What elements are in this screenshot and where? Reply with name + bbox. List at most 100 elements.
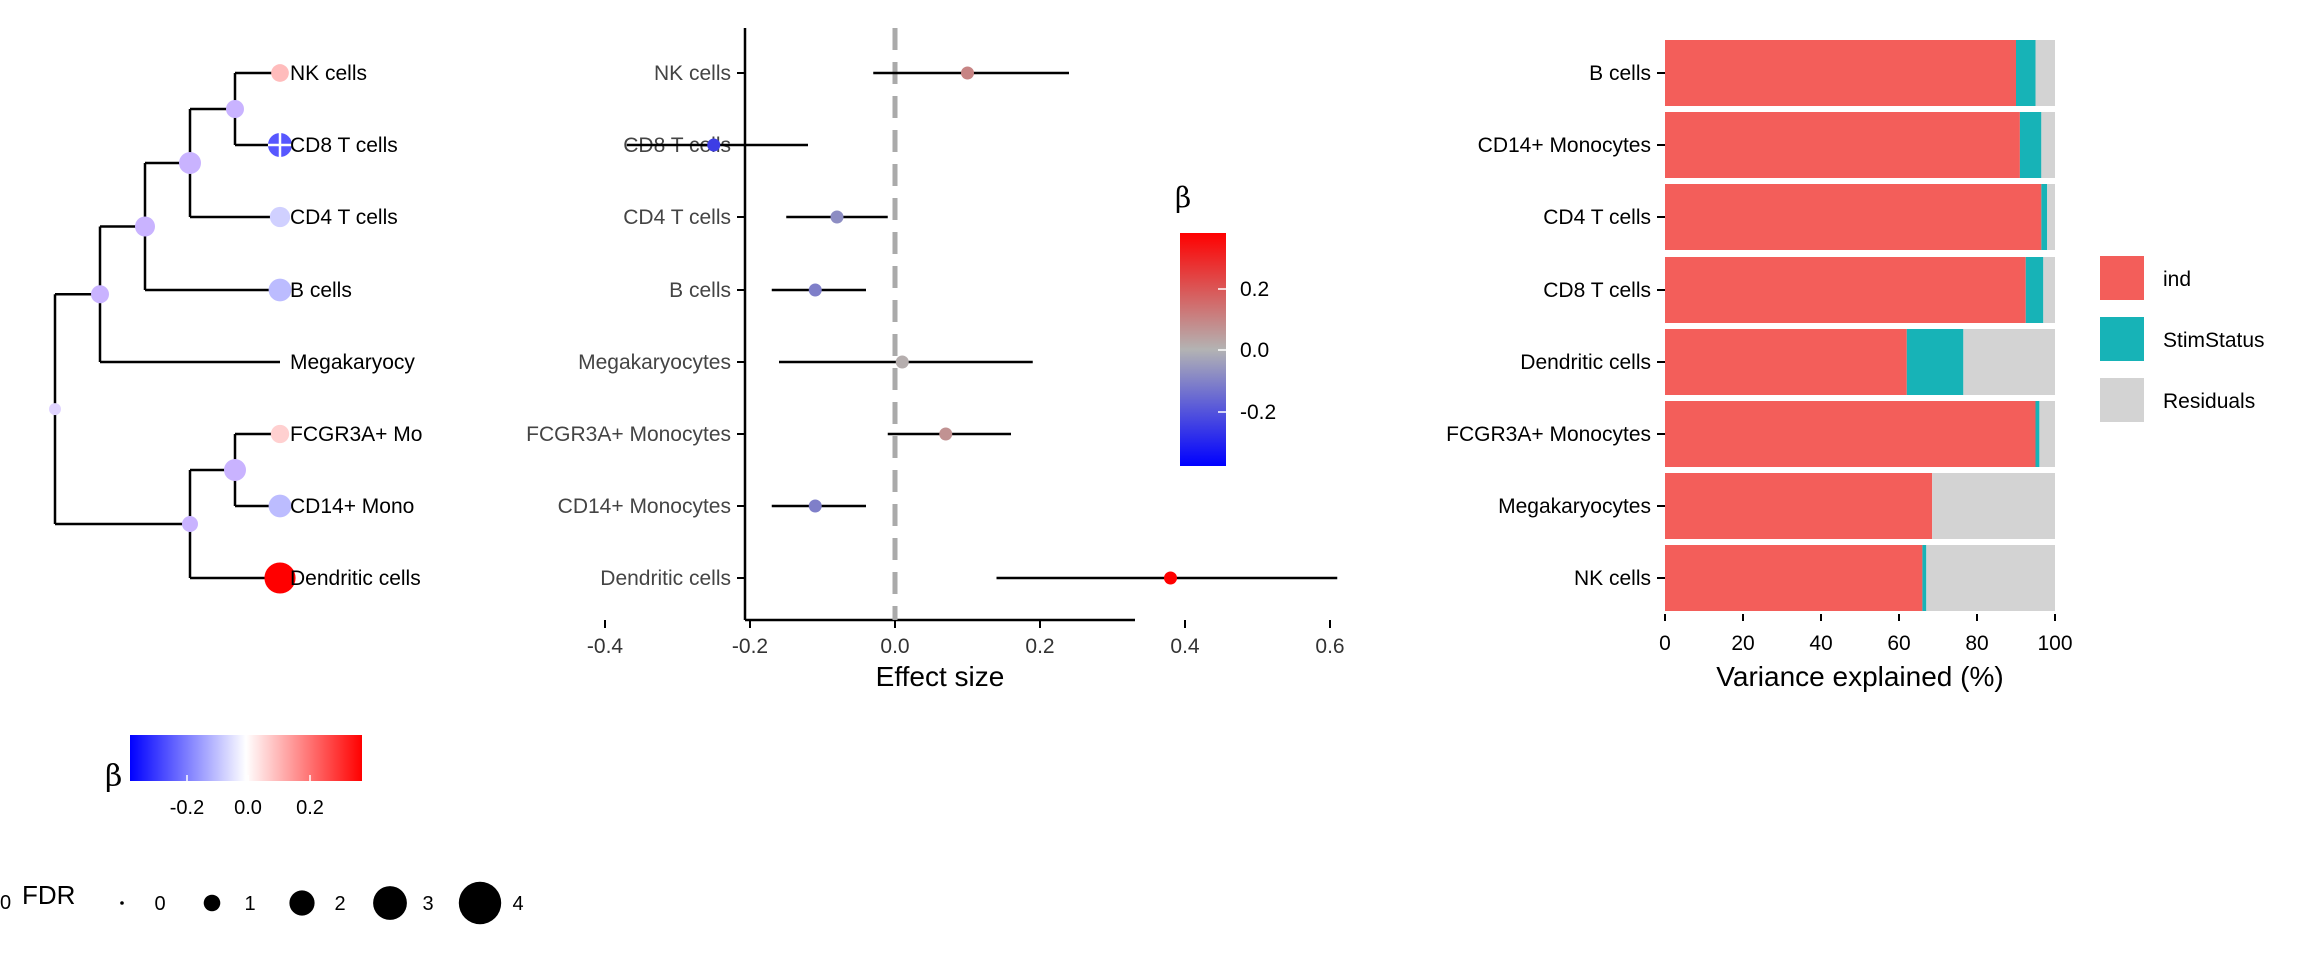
variance-axes: B cells CD14+ Monocytes CD4 T cells CD8 T c… <box>1446 62 2072 655</box>
variance-bar-segment <box>1665 545 1923 611</box>
tree-tip-label: Megakaryocy <box>290 351 415 374</box>
fdr-legend-label: 3 <box>422 893 433 915</box>
forest-y-tick-label: B cells <box>669 279 731 302</box>
forest-x-axis-title: Effect size <box>876 661 1005 692</box>
forest-point <box>707 138 721 152</box>
forest-point <box>830 210 844 224</box>
tree-tip-label: CD4 T cells <box>290 206 398 229</box>
fdr-legend-label: 4 <box>512 893 523 915</box>
forest-y-tick-label: CD4 T cells <box>623 206 731 229</box>
forest-legend-title: β <box>1175 181 1191 214</box>
tree-tip-label: NK cells <box>290 62 367 85</box>
forest-y-tick-label: Dendritic cells <box>600 567 731 590</box>
fdr-legend-point <box>289 890 315 916</box>
tree-beta-tick-label: 0.2 <box>296 797 324 819</box>
forest-x-tick-label: -0.4 <box>587 635 624 658</box>
tree-tip-point <box>269 206 291 228</box>
tree-beta-tick-label: 0.0 <box>234 797 262 819</box>
tree-label-clip <box>428 40 488 600</box>
variance-bar-segment <box>1665 473 1933 539</box>
variance-y-tick-label: CD4 T cells <box>1543 206 1651 229</box>
tree-tip-label: CD14+ Mono <box>290 495 414 518</box>
tree-panel: NK cells CD8 T cells CD4 T cells B cells Meg… <box>49 40 488 600</box>
variance-bar-segment <box>1665 257 2026 323</box>
forest-y-tick-label: CD14+ Monocytes <box>558 495 731 518</box>
forest-x-tick-label: 0.6 <box>1315 635 1344 658</box>
tree-tip-label: CD8 T cells <box>290 134 398 157</box>
tree-beta-legend: β -0.2 0.0 0.2 <box>105 735 362 819</box>
variance-bar-segment <box>1922 545 1927 611</box>
variance-bar-segment <box>2043 257 2055 323</box>
variance-x-tick-label: 80 <box>1965 632 1988 655</box>
forest-point <box>1164 571 1177 585</box>
variance-bar-segment <box>1665 40 2016 106</box>
variance-y-tick-label: Megakaryocytes <box>1498 495 1651 518</box>
tree-beta-legend-title: β <box>105 759 122 794</box>
forest-y-tick-label: NK cells <box>654 62 731 85</box>
tree-internal-node <box>182 516 198 532</box>
variance-bar-segment <box>1665 112 2020 178</box>
tree-beta-ticks: -0.2 0.0 0.2 <box>170 775 324 819</box>
forest-beta-legend: β 0.2 0.0 -0.2 <box>1175 181 1276 466</box>
variance-legend-swatch <box>2100 378 2144 422</box>
variance-bar-segment <box>2039 401 2055 467</box>
variance-y-tick-label: NK cells <box>1574 567 1651 590</box>
variance-bar-segment <box>2035 401 2040 467</box>
forest-point <box>808 283 822 297</box>
forest-legend-tick-label: 0.0 <box>1240 339 1269 362</box>
variance-legend-label: StimStatus <box>2163 329 2265 352</box>
tree-tip-label: B cells <box>290 279 352 302</box>
variance-bar-segment <box>2041 112 2055 178</box>
tree-beta-colorbar <box>130 735 362 781</box>
variance-x-tick-label: 20 <box>1731 632 1754 655</box>
tree-tip-point <box>264 562 296 594</box>
forest-x-tick-label: 0.4 <box>1170 635 1200 658</box>
tree-internal-node <box>135 216 155 237</box>
variance-x-tick-label: 40 <box>1809 632 1832 655</box>
tree-tip-point <box>271 64 289 82</box>
forest-point <box>939 427 953 441</box>
variance-y-tick-label: Dendritic cells <box>1520 351 1651 374</box>
tree-tip-label: FCGR3A+ Mo <box>290 423 422 446</box>
variance-legend-swatch <box>2100 256 2144 300</box>
tree-tips <box>264 64 296 594</box>
tree-tip-label: Dendritic cells <box>290 567 421 590</box>
variance-bar-segment <box>2019 112 2042 178</box>
forest-point <box>895 355 909 369</box>
forest-marks <box>626 66 1338 585</box>
fdr-legend-point <box>458 881 502 925</box>
fdr-legend: 0 FDR 0 1 2 3 4 <box>0 880 524 925</box>
variance-bar-segment <box>1926 545 2055 611</box>
tree-internal-nodes <box>49 100 246 532</box>
variance-legend-swatch <box>2100 317 2144 361</box>
variance-bar-segment <box>2035 40 2055 106</box>
fdr-legend-prefix: 0 <box>0 892 11 914</box>
forest-x-tick-label: -0.2 <box>732 635 768 658</box>
tree-tip-point <box>268 494 292 518</box>
variance-bar-segment <box>2016 40 2036 106</box>
tree-tip-point <box>268 278 292 302</box>
forest-legend-ticks: 0.2 0.0 -0.2 <box>1218 278 1276 424</box>
forest-x-tick-label: 0.0 <box>880 635 909 658</box>
variance-x-tick-label: 60 <box>1887 632 1910 655</box>
variance-legend-label: ind <box>2163 268 2191 291</box>
fdr-legend-label: 1 <box>244 893 255 915</box>
variance-bar-segment <box>2025 257 2044 323</box>
variance-y-tick-label: B cells <box>1589 62 1651 85</box>
tree-internal-node <box>49 403 61 416</box>
tree-labels: NK cells CD8 T cells CD4 T cells B cells Meg… <box>290 40 488 600</box>
fdr-legend-point <box>373 886 407 920</box>
variance-x-tick-label: 100 <box>2037 632 2072 655</box>
variance-bar-segment <box>2047 184 2055 250</box>
forest-x-tick-label: 0.2 <box>1025 635 1054 658</box>
variance-y-tick-label: FCGR3A+ Monocytes <box>1446 423 1651 446</box>
fdr-legend-title: FDR <box>22 880 75 910</box>
tree-edges <box>53 71 280 580</box>
tree-internal-node <box>179 152 201 174</box>
tree-tip-point <box>270 424 290 444</box>
fdr-legend-items: 0 1 2 3 4 <box>120 881 524 925</box>
forest-y-tick-label: Megakaryocytes <box>578 351 731 374</box>
tree-beta-tick-label: -0.2 <box>170 797 204 819</box>
